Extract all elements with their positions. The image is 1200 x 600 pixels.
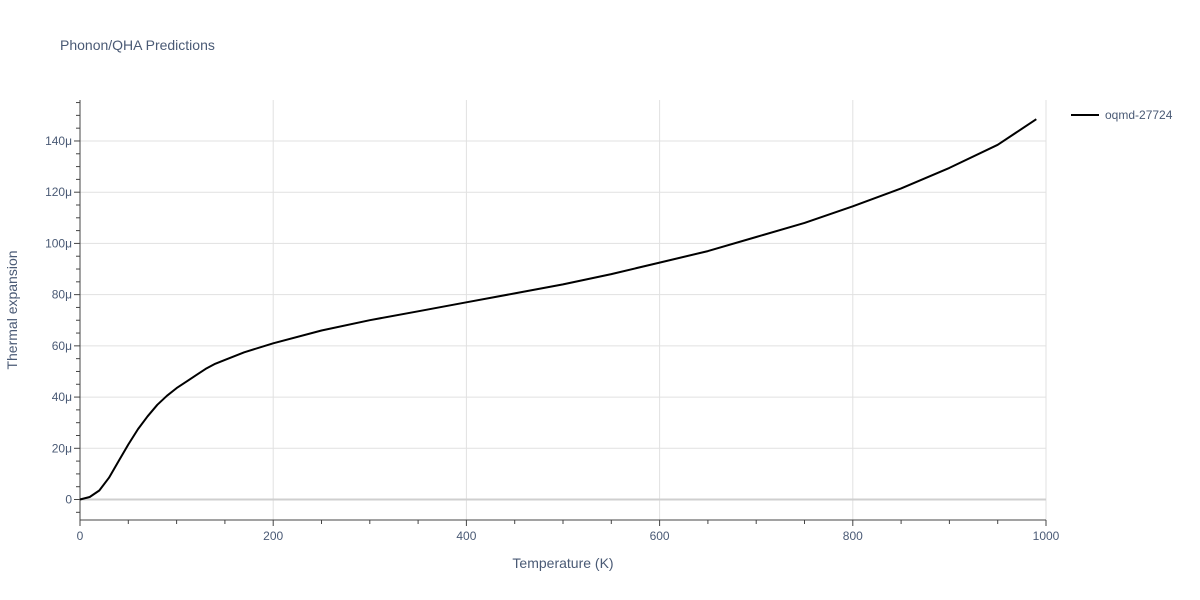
y-tick-label: 40μ	[52, 390, 72, 404]
y-axis-title: Thermal expansion	[4, 250, 20, 369]
series-line	[79, 118, 1037, 501]
y-tick-label: 0	[65, 493, 72, 507]
axes: 0 200 400 600 800 1000 0 20μ 40μ 60μ 80μ 100μ 120μ 14…	[45, 100, 1060, 543]
y-tick-label: 140μ	[45, 134, 72, 148]
x-tick-label: 1000	[1033, 529, 1060, 543]
x-tick-label: 200	[263, 529, 283, 543]
x-tick-label: 800	[843, 529, 863, 543]
legend[interactable]: oqmd-27724	[1071, 108, 1173, 122]
x-tick-label: 600	[650, 529, 670, 543]
legend-label[interactable]: oqmd-27724	[1105, 108, 1173, 122]
y-tick-label: 100μ	[45, 236, 72, 250]
x-tick-label: 0	[77, 529, 84, 543]
y-tick-label: 120μ	[45, 185, 72, 199]
y-tick-label: 60μ	[52, 339, 72, 353]
x-axis-title: Temperature (K)	[512, 555, 613, 571]
grid	[80, 100, 1047, 520]
y-tick-label: 80μ	[52, 288, 72, 302]
chart-title: Phonon/QHA Predictions	[60, 37, 215, 53]
x-tick-label: 400	[456, 529, 476, 543]
plot-area	[79, 118, 1037, 501]
y-tick-label: 20μ	[52, 441, 72, 455]
